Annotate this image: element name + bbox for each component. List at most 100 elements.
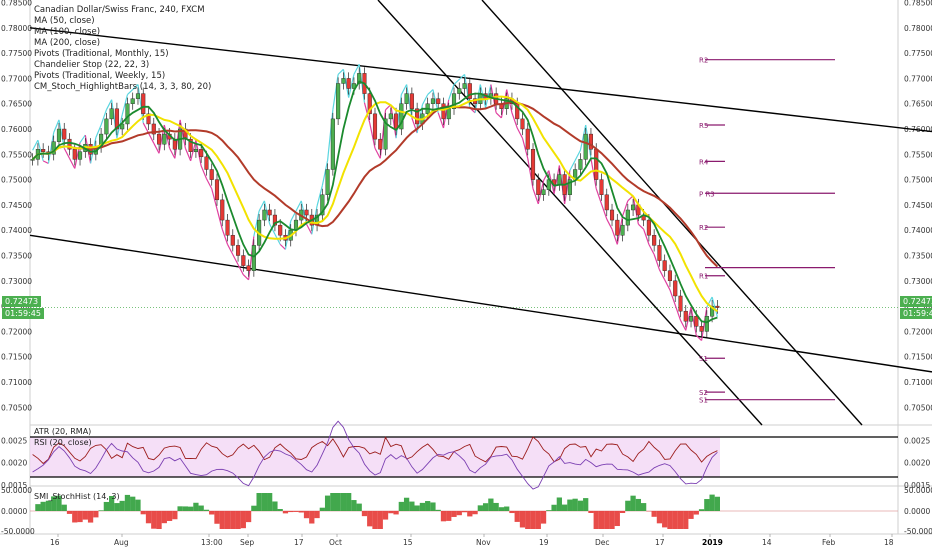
smi-hist-bar [320,508,325,511]
legend-ma50[interactable]: MA (50, close) [34,16,211,27]
candle-body [394,114,398,129]
candle-body [579,159,583,169]
symbol-title[interactable]: Canadian Dollar/Swiss Franc, 240, FXCM [34,5,211,16]
candle-body [205,157,209,170]
chandelier-stop-segment [238,265,243,275]
candle-body [136,94,140,99]
smi-hist-bar [130,497,135,511]
chandelier-stop-segment [307,224,312,234]
candle-body [605,195,609,210]
smi-hist-bar [362,511,367,516]
smi-hist-bar [515,511,520,522]
smi-hist-bar [420,503,425,511]
pivot-level-label: S1 [699,355,708,363]
atr-pane-label[interactable]: ATR (20, RMA) [34,427,91,436]
y-tick-label-left: 0.74500 [1,201,32,210]
y-tick-label: 0.74000 [904,226,932,235]
smi-hist-bar [267,493,272,511]
smi-hist-bar [193,503,198,511]
smi-hist-bar [235,511,240,529]
smi-hist-bar [415,505,420,511]
smi-hist-bar [662,511,667,527]
candle-body [73,149,77,159]
smi-hist-bar [446,511,451,521]
smi-hist-bar [172,511,177,519]
x-tick-label: 15 [403,538,413,547]
smi-hist-bar [536,511,541,529]
candle-body [247,266,251,271]
smi-hist-bar [225,511,230,529]
candle-body [236,245,240,255]
smi-hist-bar [472,511,477,514]
smi-hist-bar [46,501,51,511]
candle-body [621,225,625,235]
smi-hist-bar [525,511,530,529]
x-tick-label: 19 [539,538,549,547]
smi-hist-bar [609,511,614,529]
right-price-tag: 0.72473 [900,296,932,307]
smi-hist-bar [188,507,193,511]
legend-ma100[interactable]: MA (100, close) [34,27,211,38]
x-tick-label: 18 [884,538,894,547]
smi-hist-bar [309,511,314,524]
smi-hist-bar [325,496,330,511]
smi-hist-bar [88,511,93,523]
pivot-level-label: R1 [699,273,708,281]
x-tick-label: Oct [329,538,342,547]
candle-body [305,210,309,215]
candle-body [373,114,377,139]
x-tick-label: Aug [114,538,129,547]
chandelier-stop-segment [649,244,654,254]
smi-hist-bar [167,511,172,521]
smi-hist-bar [620,511,625,513]
legend-cm-stoch[interactable]: CM_Stoch_HighlightBars (14, 3, 3, 80, 20… [34,82,211,93]
candle-body [615,220,619,235]
smi-hist-bar [709,495,714,511]
smi-hist-bar [478,505,483,511]
legend-pivots-monthly[interactable]: Pivots (Traditional, Monthly, 15) [34,49,211,60]
y-tick-label-left: 0.73500 [1,252,32,261]
y-tick-label: 0.72000 [904,327,932,336]
candle-body [231,235,235,245]
rsi-pane-label[interactable]: RSI (20, close) [34,438,92,447]
candle-body [594,149,598,179]
legend-pivots-weekly[interactable]: Pivots (Traditional, Weekly, 15) [34,71,211,82]
candle-body [652,235,656,245]
pivot-level-label: P R3 [699,190,715,198]
smi-hist-bar [546,510,551,511]
candle-body [610,210,614,220]
legend-ma200[interactable]: MA (200, close) [34,38,211,49]
chandelier-stop-segment [607,219,612,229]
smi-hist-bar [641,503,646,511]
candle-body [194,149,198,152]
smi-hist-bar [372,511,377,529]
y-tick-label-left: 0.77500 [1,49,32,58]
smi-hist-bar [288,511,293,512]
candle-body [241,256,245,266]
smi-hist-bar [120,501,125,511]
smi-hist-bar [599,511,604,529]
chandelier-stop-segment [33,140,38,150]
candle-body [62,129,66,139]
chandelier-stop-segment [228,244,233,254]
candle-body [679,296,683,311]
chandelier-stop-segment [80,135,85,143]
smi-pane-label[interactable]: SMI_StochHist (14, 3) [34,492,120,501]
smi-hist-bar [404,498,409,511]
candle-body [78,152,82,160]
smi-hist-bar [378,511,383,529]
y-tick-label-left: 0.77000 [1,74,32,83]
smi-hist-bar [694,511,699,515]
x-tick-label: 17 [294,538,304,547]
legend-chandelier[interactable]: Chandelier Stop (22, 22, 3) [34,60,211,71]
candle-body [347,78,351,88]
candle-body [226,220,230,235]
candle-body [410,94,414,109]
candle-body [215,180,219,200]
smi-hist-bar [409,502,414,511]
smi-tick-label-left: 50.0000 [1,486,32,495]
candle-body [31,159,35,160]
smi-hist-bar [625,501,630,511]
y-tick-label: 0.78500 [904,0,932,8]
smi-hist-bar [330,493,335,511]
